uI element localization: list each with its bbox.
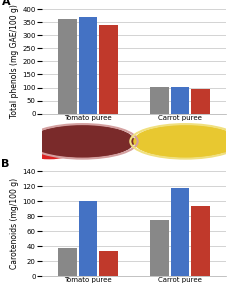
Bar [191,89,209,114]
Ellipse shape [201,136,233,154]
Bar [79,17,97,114]
Text: A: A [1,0,10,7]
Circle shape [134,125,233,158]
Bar [99,25,117,114]
Y-axis label: Total phenols (mg GAE/100 g): Total phenols (mg GAE/100 g) [10,4,19,118]
Bar [151,220,169,276]
Bar [58,20,77,114]
Circle shape [25,144,73,159]
Bar [171,188,189,276]
Text: B: B [1,159,10,169]
Bar [99,251,117,276]
Bar [58,248,77,276]
Circle shape [40,130,77,141]
Bar [191,206,209,276]
Bar [79,201,97,276]
Circle shape [31,125,134,158]
Bar [171,87,189,114]
Bar [151,87,169,114]
Y-axis label: Carotenoids (mg/100 g): Carotenoids (mg/100 g) [10,178,19,269]
